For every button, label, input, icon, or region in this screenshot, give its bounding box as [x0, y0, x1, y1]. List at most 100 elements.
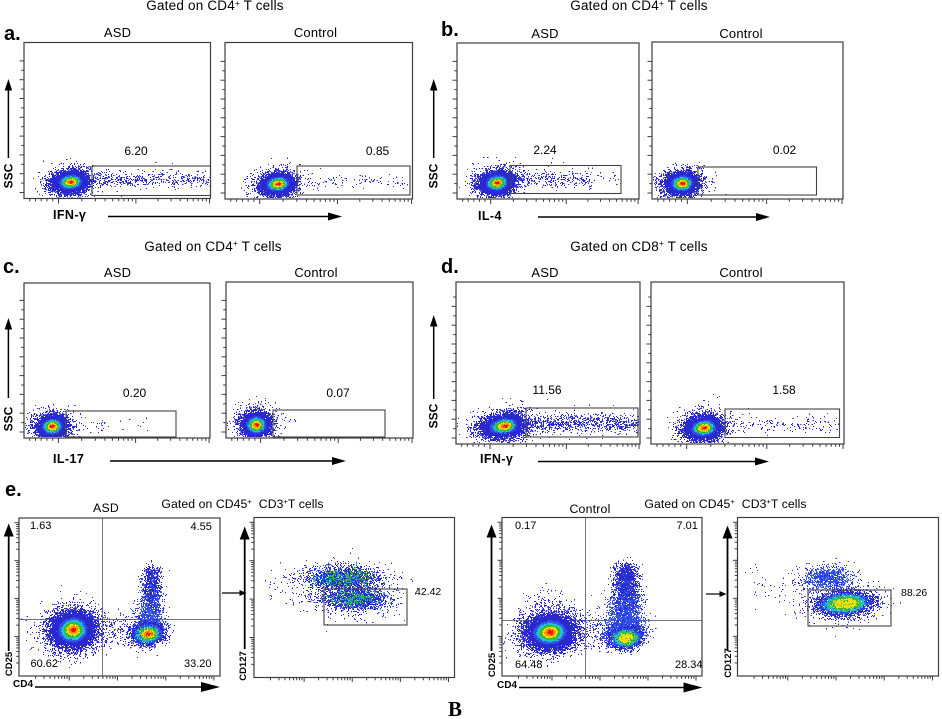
quadrant-percent-ctl-lower-left: 64.48	[515, 658, 543, 671]
ticks-e_ctl_t	[733, 521, 933, 681]
connector-asd	[222, 590, 247, 596]
x-arrow-b	[538, 213, 770, 221]
x-arrow-d	[538, 457, 769, 466]
plot-title-d-asd: ASD	[531, 265, 559, 280]
connector-ctl	[706, 591, 727, 597]
ticks-d_asd	[451, 296, 640, 449]
panel-letter-e: e.	[5, 478, 22, 501]
plot-frame-e_ctl_t	[736, 516, 940, 677]
ticks-a_ctl	[220, 60, 413, 204]
quadrant-percent-asd-upper-left: 1.63	[30, 520, 52, 532]
gate-c_asd	[65, 410, 177, 438]
panel-header-e-asd: Gated on CD45+ CD3+T cells	[161, 497, 324, 511]
plot-title-c-ctl: Control	[294, 265, 338, 280]
y-arrow-e-asd-q	[3, 523, 14, 651]
quadrant-percent-asd-lower-left: 60.62	[30, 657, 59, 670]
x-axis-label-e-ctl: CD4	[497, 680, 518, 691]
x-axis-label-b: IL-4	[478, 208, 502, 223]
ticks-e_asd_t	[249, 521, 449, 682]
y-axis-label-e-ctl-quad: CD25	[486, 652, 498, 678]
quadrant-percent-asd-lower-right: 33.20	[184, 658, 212, 670]
plot-title-b-ctl: Control	[719, 25, 763, 41]
quadrant-percent-ctl-lower-right: 28.34	[675, 658, 703, 671]
y-axis-label-e-asd-treg: CD127	[238, 651, 250, 681]
y-arrow-a	[4, 79, 13, 158]
plot-title-a-ctl: Control	[293, 24, 338, 40]
x-axis-label-c: IL-17	[53, 451, 85, 466]
x-arrow-a	[108, 212, 342, 221]
quadrant-percent-asd-upper-right: 4.55	[190, 520, 212, 533]
ticks-c_asd	[19, 299, 210, 443]
gate-percent-d-asd: 11.56	[532, 382, 562, 397]
plot-title-e-asd: ASD	[93, 501, 119, 515]
y-arrow-e-ctl-t	[722, 525, 733, 650]
y-arrow-e-ctl-q	[486, 524, 497, 651]
panel-header-a: Gated on CD4+ T cells	[146, 0, 284, 13]
plot-frame-b_ctl	[651, 41, 844, 200]
x-axis-label-d: IFN-γ	[480, 452, 514, 466]
gate-b_asd	[509, 164, 622, 195]
plot-frame-a_ctl	[224, 41, 414, 200]
gate-percent-c-ctl: 0.07	[326, 386, 350, 400]
plot-frame-e_asd_q	[18, 517, 221, 677]
plot-frame-e_ctl_q	[501, 516, 703, 677]
panel-header-c: Gated on CD4+ T cells	[144, 238, 282, 254]
y-axis-label-e-asd-quad: CD25	[4, 651, 16, 677]
y-arrow-c	[4, 318, 13, 398]
plot-frame-c_ctl	[225, 281, 414, 439]
plot-title-e-ctl: Control	[569, 501, 611, 516]
panel-letter-d: d.	[441, 255, 459, 278]
y-arrow-d	[429, 315, 438, 399]
panel-header-e-ctl: Gated on CD45+ CD3+T cells	[644, 497, 807, 511]
plot-frame-c_asd	[23, 282, 211, 439]
y-axis-label-e-ctl-treg: CD127	[723, 647, 735, 678]
panel-header-b: Gated on CD4+ T cells	[570, 0, 708, 13]
x-arrow-e-ctl	[519, 682, 703, 693]
gate-percent-a-ctl: 0.85	[365, 143, 390, 158]
plot-title-b-asd: ASD	[531, 25, 559, 41]
quadrant-percent-ctl-upper-left: 0.17	[515, 520, 537, 532]
plot-title-a-asd: ASD	[103, 24, 132, 40]
gate-b_ctl	[697, 166, 818, 196]
figure-part-label-B: B	[448, 697, 463, 719]
gate-e_asd_t	[323, 588, 408, 626]
plot-frame-e_asd_t	[253, 516, 456, 679]
gate-percent-d-ctl: 1.58	[772, 382, 796, 397]
gate-percent-e-ctl-treg: 88.26	[901, 586, 928, 599]
gate-percent-e-asd-treg: 42.42	[415, 585, 442, 598]
y-axis-label-b: SSC	[426, 163, 441, 189]
panel-letter-b: b.	[441, 19, 459, 41]
gate-percent-b-ctl: 0.02	[772, 142, 797, 157]
gate-d_asd	[525, 407, 639, 438]
plot-title-c-asd: ASD	[103, 265, 132, 280]
ticks-d_ctl	[646, 296, 844, 449]
panel-letter-a: a.	[4, 22, 21, 45]
panel-letter-c: c.	[3, 255, 20, 278]
panel-header-d: Gated on CD8+ T cells	[570, 238, 708, 254]
y-axis-label-c: SSC	[1, 406, 16, 432]
ticks-a_asd	[19, 60, 211, 204]
gate-percent-b-asd: 2.24	[533, 142, 557, 157]
ticks-e_asd_q	[14, 522, 215, 681]
plot-frame-a_asd	[23, 41, 212, 200]
ticks-c_ctl	[221, 299, 413, 443]
x-axis-label-e-asd: CD4	[13, 679, 34, 690]
quadrant-percent-ctl-upper-right: 7.01	[676, 520, 698, 532]
gate-c_ctl	[272, 409, 386, 438]
y-axis-label-a: SSC	[1, 163, 16, 189]
y-axis-label-d: SSC	[426, 403, 441, 428]
gate-d_ctl	[724, 408, 841, 439]
x-arrow-e-asd	[35, 682, 220, 692]
y-arrow-b	[429, 79, 438, 158]
ticks-e_ctl_q	[497, 521, 697, 681]
plot-frame-b_asd	[456, 42, 640, 200]
ticks-b_ctl	[647, 60, 843, 204]
gate-percent-c-asd: 0.20	[122, 386, 147, 400]
gate-a_ctl	[296, 165, 411, 196]
x-axis-label-a: IFN-γ	[53, 208, 87, 222]
gate-a_asd	[91, 165, 212, 197]
x-arrow-c	[110, 457, 346, 465]
